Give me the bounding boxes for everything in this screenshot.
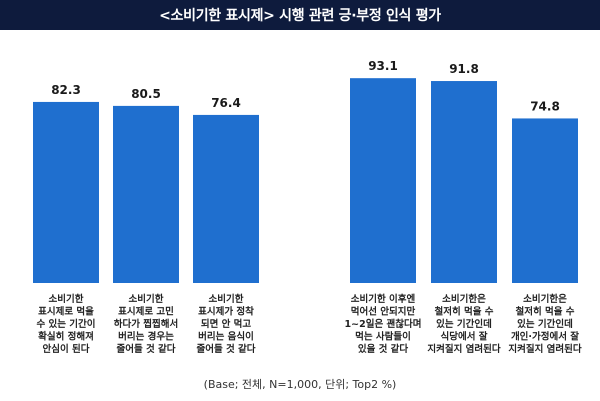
category-label-1-1-line-4: 확실히 정해져 xyxy=(38,331,94,343)
category-label-2-1-line-3: 1~2일은 괜찮다며 xyxy=(345,318,422,330)
category-label-1-3-line-5: 줄어들 것 같다 xyxy=(196,343,255,355)
category-label-1-3-line-2: 표시제가 정착 xyxy=(198,306,254,318)
category-label-2-1-line-5: 있을 것 같다 xyxy=(358,343,409,355)
category-label-2-2-line-4: 식당에서 잘 xyxy=(440,331,487,343)
bar-2-2 xyxy=(431,81,497,283)
category-label-2-1-line-4: 먹는 사람들이 xyxy=(355,331,411,343)
category-label-1-2-line-2: 표시제로 고민 xyxy=(118,306,174,318)
category-label-1-2-line-5: 줄어들 것 같다 xyxy=(116,343,175,355)
category-label-2-2-line-1: 소비기한은 xyxy=(442,293,486,305)
category-label-2-3-line-5: 지켜질지 염려된다 xyxy=(508,343,581,355)
category-label-1-2-line-3: 하다가 찝찝해서 xyxy=(114,318,179,330)
category-label-1-3-line-4: 버리는 음식이 xyxy=(198,331,254,343)
chart-title: <소비기한 표시제> 시행 관련 긍·부정 인식 평가 xyxy=(0,0,600,30)
category-label-1-1-line-5: 안심이 된다 xyxy=(42,343,89,355)
category-label-2-3-line-4: 개인·가정에서 잘 xyxy=(511,331,579,343)
bar-1-3 xyxy=(193,114,259,283)
value-label-1-1: 82.3 xyxy=(51,83,81,97)
bar-1-2 xyxy=(113,105,179,284)
category-label-2-2-line-5: 지켜질지 염려된다 xyxy=(427,343,500,355)
category-label-1-1-line-3: 수 있는 기간이 xyxy=(36,318,95,330)
bar-2-1 xyxy=(350,78,416,284)
value-label-1-2: 80.5 xyxy=(131,87,161,101)
category-label-2-1-line-1: 소비기한 이후엔 xyxy=(351,293,416,305)
bar-1-1 xyxy=(33,101,99,283)
base-note: (Base; 전체, N=1,000, 단위; Top2 %) xyxy=(203,378,397,391)
category-label-1-1-line-2: 표시제로 먹을 xyxy=(38,306,94,318)
category-label-1-3-line-3: 되면 안 먹고 xyxy=(201,318,252,330)
bar-2-3 xyxy=(512,118,578,283)
category-label-2-1-line-2: 먹어선 안되지만 xyxy=(351,306,416,318)
value-label-1-3: 76.4 xyxy=(211,96,241,110)
value-label-2-3: 74.8 xyxy=(530,99,560,113)
category-label-1-3-line-1: 소비기한 xyxy=(209,293,244,305)
category-label-2-2-line-2: 철저히 먹을 수 xyxy=(434,306,493,318)
category-label-1-2-line-1: 소비기한 xyxy=(129,293,164,305)
category-label-2-3-line-2: 철저히 먹을 수 xyxy=(515,306,574,318)
value-label-2-2: 91.8 xyxy=(449,62,479,76)
value-label-2-1: 93.1 xyxy=(368,59,398,73)
category-label-2-3-line-3: 있는 기간인데 xyxy=(517,318,573,330)
category-label-2-2-line-3: 있는 기간인데 xyxy=(436,318,492,330)
category-label-2-3-line-1: 소비기한은 xyxy=(523,293,567,305)
category-label-1-1-line-1: 소비기한 xyxy=(49,293,84,305)
category-label-1-2-line-4: 버리는 경우는 xyxy=(118,331,174,343)
